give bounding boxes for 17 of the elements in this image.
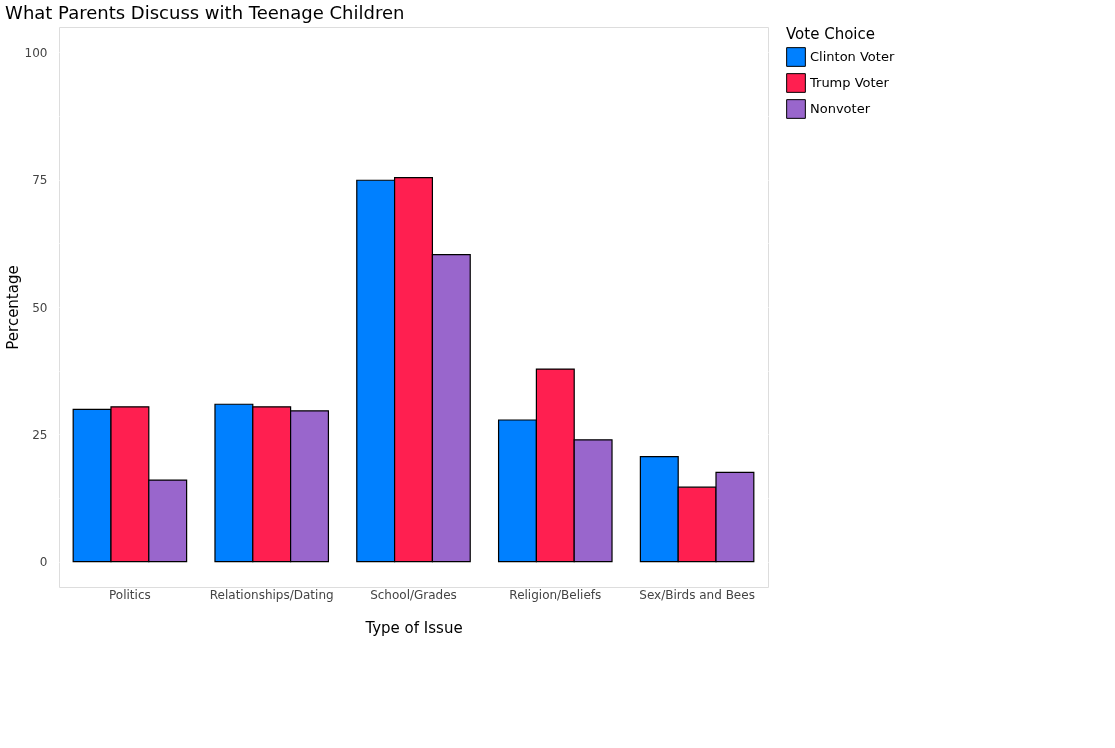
y-tick-label: 75 [32, 173, 48, 188]
legend-label: Clinton Voter [810, 49, 895, 64]
x-tick-label: Religion/Beliefs [509, 587, 602, 602]
x-tick-label: Sex/Birds and Bees [639, 587, 755, 602]
x-tick-label: Relationships/Dating [209, 587, 334, 602]
legend-label: Nonvoter [810, 101, 871, 116]
x-tick-label: Politics [109, 587, 151, 602]
x-tick-label: School/Grades [370, 587, 457, 602]
x-axis-title: Type of Issue [364, 618, 463, 637]
chart-title: What Parents Discuss with Teenage Children [5, 2, 405, 23]
y-tick-label: 100 [24, 45, 48, 60]
y-tick-label: 25 [32, 427, 48, 442]
y-tick-label: 50 [32, 300, 48, 315]
legend-label: Trump Voter [809, 75, 890, 90]
y-axis-title: Percentage [3, 265, 22, 350]
y-tick-label: 0 [39, 555, 48, 570]
legend-title: Vote Choice [786, 25, 875, 43]
